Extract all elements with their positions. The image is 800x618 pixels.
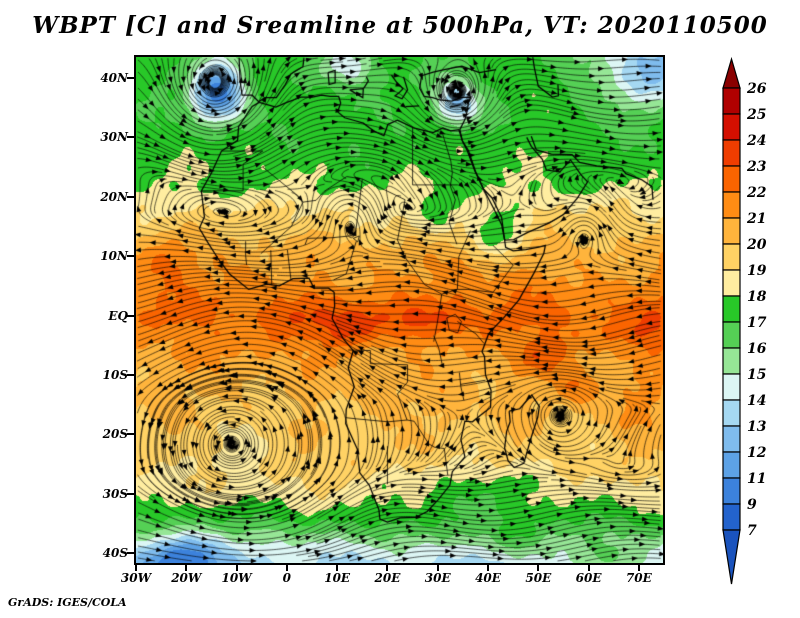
colorbar-segment [722, 269, 741, 297]
colorbar-segment [722, 373, 741, 401]
y-tick-mark [127, 433, 134, 436]
y-tick-mark [127, 136, 134, 139]
colorbar-label: 18 [747, 289, 767, 305]
colorbar-label: 11 [747, 471, 766, 487]
x-tick-mark [336, 565, 339, 571]
x-tick-label: 10E [324, 571, 351, 585]
map-canvas [136, 57, 663, 563]
colorbar-label: 12 [747, 445, 767, 461]
y-tick-mark [127, 77, 134, 80]
y-tick-label: 30S [102, 486, 128, 501]
plot-title: WBPT [C] and Sreamline at 500hPa, VT: 20… [32, 12, 768, 39]
x-tick-label: 30W [120, 571, 152, 585]
x-tick-label: 40E [475, 571, 501, 585]
colorbar-label: 7 [747, 523, 757, 539]
colorbar-segment [722, 87, 741, 115]
colorbar: 26 25 24 23 22 21 20 19 18 17 16 15 14 13 12 11 9 7 [722, 56, 767, 585]
colorbar-label: 9 [747, 497, 757, 513]
y-tick-label: EQ [108, 308, 128, 323]
colorbar-segment [722, 477, 741, 505]
x-tick-label: 60E [575, 571, 602, 585]
y-tick-mark [127, 195, 134, 198]
x-tick-mark [637, 565, 640, 571]
y-tick-label: 20N [100, 189, 128, 204]
y-tick-mark [127, 373, 134, 376]
y-tick-mark [127, 255, 134, 258]
x-tick-mark [235, 565, 238, 571]
colorbar-segment [722, 217, 741, 245]
x-tick-mark [185, 565, 188, 571]
attribution-text: GrADS: IGES/COLA [8, 596, 127, 609]
colorbar-label: 20 [746, 237, 767, 253]
colorbar-segment [722, 243, 741, 271]
colorbar-segment [722, 295, 741, 323]
colorbar-segment [722, 503, 741, 531]
colorbar-segment [722, 321, 741, 349]
colorbar-segment [722, 113, 741, 141]
y-tick-mark [127, 492, 134, 495]
y-tick-mark [127, 552, 134, 555]
x-tick-mark [386, 565, 389, 571]
x-tick-mark [537, 565, 540, 571]
colorbar-arrow-down [722, 529, 741, 585]
colorbar-label: 24 [746, 133, 766, 149]
colorbar-label: 25 [746, 107, 766, 123]
map-frame [134, 55, 665, 565]
y-tick-label: 10N [100, 249, 128, 264]
x-tick-mark [436, 565, 439, 571]
colorbar-label: 23 [746, 159, 767, 175]
colorbar-segment [722, 139, 741, 167]
colorbar-arrow-up [722, 56, 741, 89]
x-tick-label: 70E [625, 571, 652, 585]
colorbar-segment [722, 191, 741, 219]
y-tick-label: 30N [100, 130, 128, 145]
colorbar-segment [722, 399, 741, 427]
colorbar-label: 13 [747, 419, 767, 435]
colorbar-label: 14 [747, 393, 766, 409]
x-tick-mark [285, 565, 288, 571]
colorbar-label: 17 [747, 315, 767, 331]
x-tick-label: 0 [282, 571, 292, 585]
x-tick-label: 10W [221, 571, 252, 585]
x-tick-label: 50E [525, 571, 552, 585]
x-tick-label: 20W [171, 571, 202, 585]
y-tick-label: 40S [102, 546, 128, 561]
y-tick-label: 40N [100, 71, 128, 86]
colorbar-segment [722, 347, 741, 375]
y-tick-label: 10S [102, 367, 128, 382]
colorbar-label: 26 [746, 81, 767, 97]
colorbar-label: 21 [746, 211, 766, 227]
colorbar-label: 15 [747, 367, 766, 383]
colorbar-segment [722, 425, 741, 453]
colorbar-segment [722, 165, 741, 193]
colorbar-label: 19 [747, 263, 767, 279]
colorbar-segment [722, 451, 741, 479]
x-tick-label: 20E [374, 571, 401, 585]
colorbar-label: 22 [746, 185, 767, 201]
x-tick-mark [487, 565, 490, 571]
x-tick-label: 30E [424, 571, 451, 585]
y-tick-label: 20S [102, 427, 128, 442]
y-tick-mark [127, 314, 134, 317]
colorbar-label: 16 [747, 341, 767, 357]
x-tick-mark [587, 565, 590, 571]
x-tick-mark [135, 565, 137, 571]
